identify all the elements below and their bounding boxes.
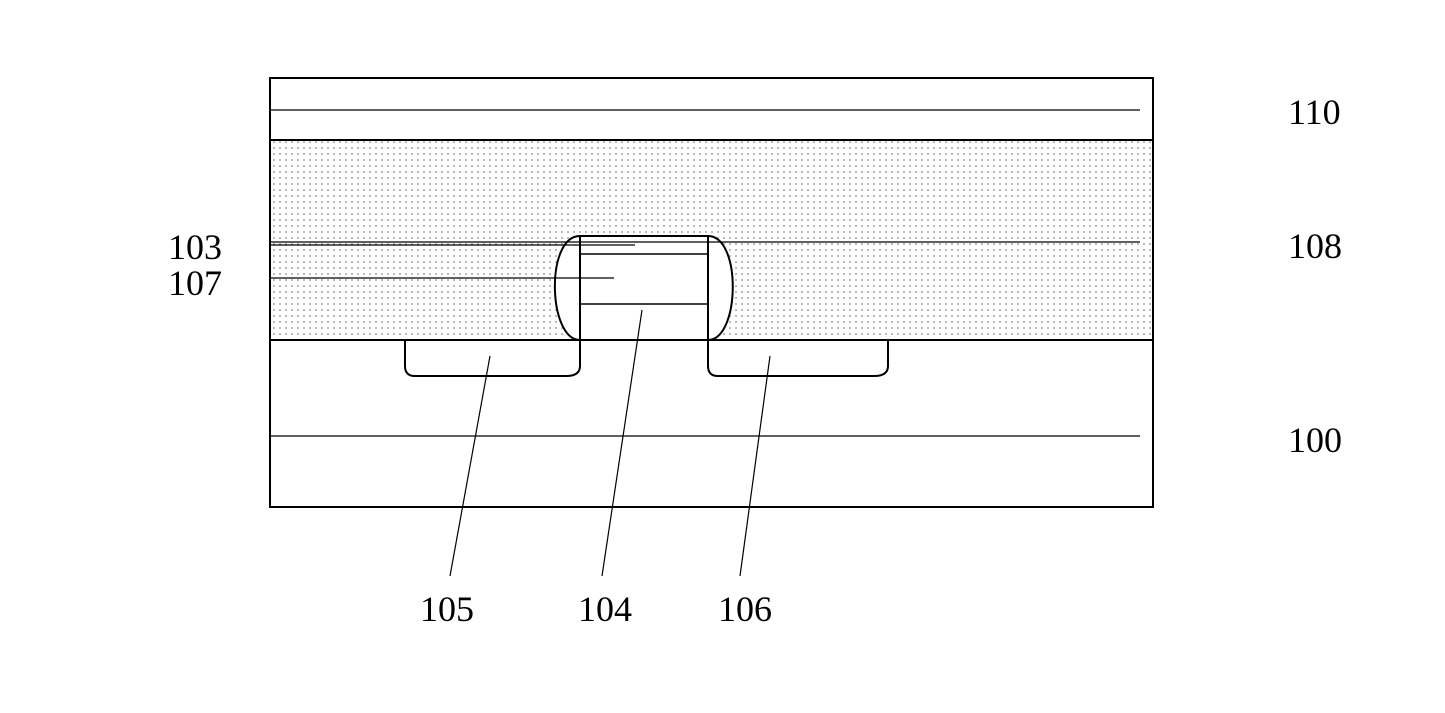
label-104: 104	[578, 588, 632, 630]
label-105: 105	[420, 588, 474, 630]
label-100: 100	[1288, 419, 1342, 461]
layers-group	[270, 78, 1153, 507]
label-106: 106	[718, 588, 772, 630]
label-107: 107	[168, 262, 222, 304]
label-110: 110	[1288, 91, 1341, 133]
label-108: 108	[1288, 225, 1342, 267]
semiconductor-cross-section-diagram: 110 108 103 107 100 105 104 106	[20, 20, 1445, 693]
